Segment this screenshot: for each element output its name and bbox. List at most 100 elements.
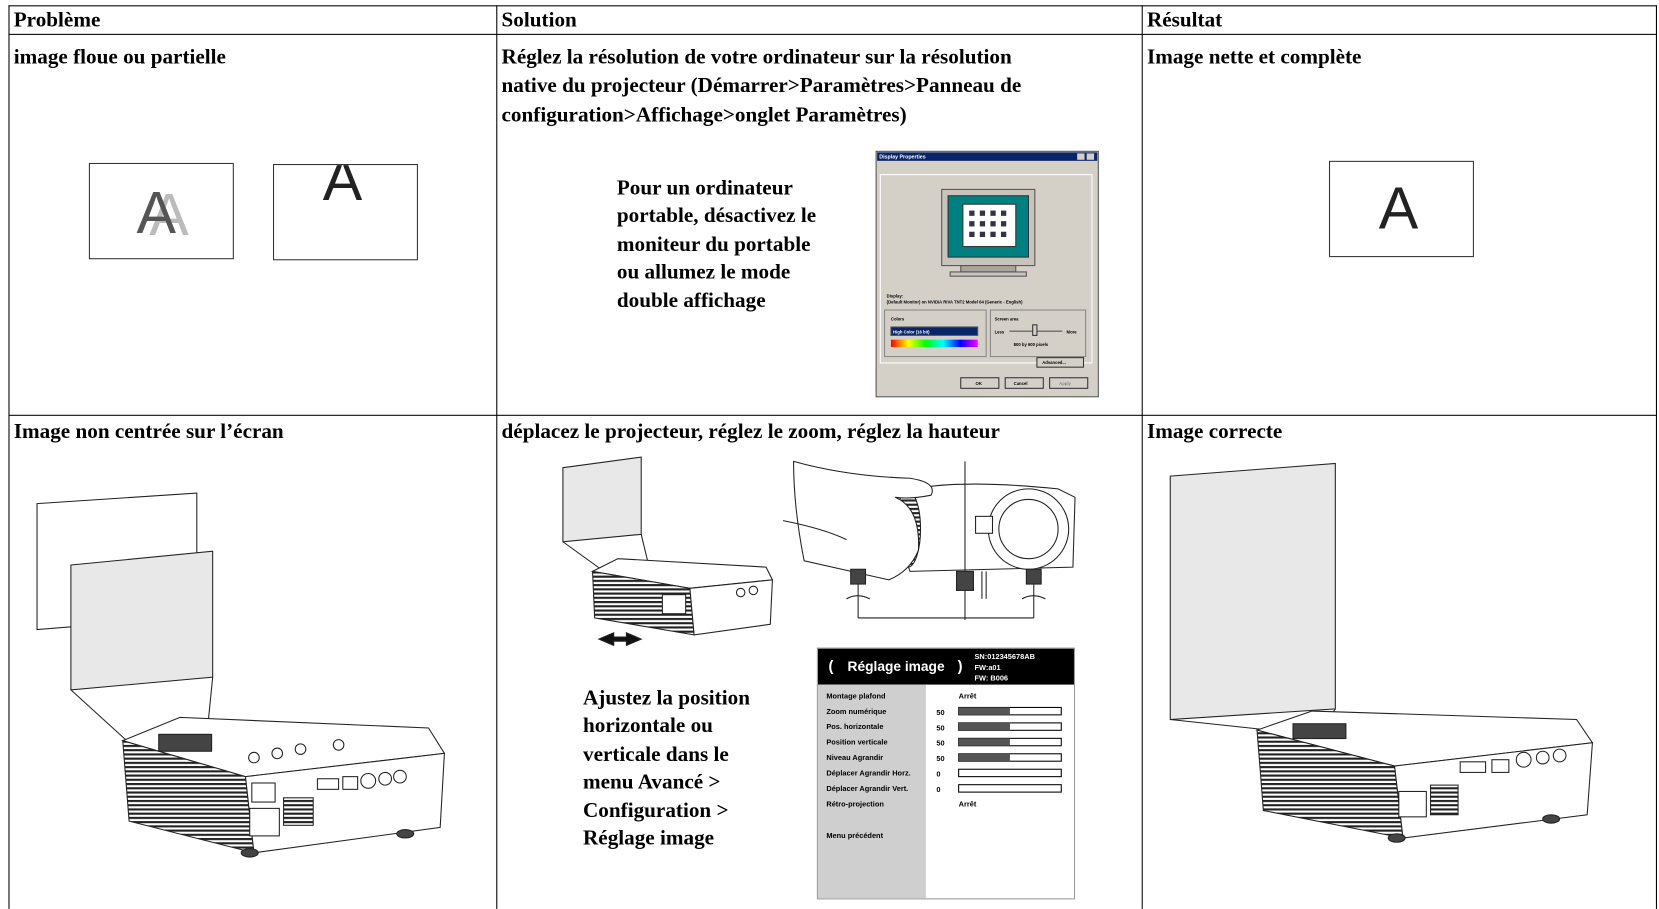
illustration-path — [1021, 595, 1046, 600]
osd-menu: ( Réglage image ) SN:012345678AB FW:a01 … — [816, 647, 1076, 900]
note-line: ou allumez le mode — [616, 260, 791, 284]
illustration-line — [70, 689, 130, 744]
partial-image-frame: A — [272, 164, 418, 261]
display-properties-dialog: Display Properties Display: (Default Mon… — [875, 150, 1099, 398]
illustration-polygon — [689, 579, 773, 636]
illustration-circle — [1535, 750, 1550, 765]
illustration-rect — [1000, 231, 1007, 238]
menu-info: FW:a01 — [975, 663, 1001, 672]
note-line: portable, désactivez le — [616, 204, 817, 228]
menu-item-label: Niveau Agrandir — [826, 753, 883, 762]
result: Image nette et complète — [1146, 45, 1362, 69]
slider-fill — [958, 722, 1010, 731]
table-border — [8, 414, 1657, 416]
illustration-rect — [1000, 221, 1007, 227]
table-border — [8, 33, 1657, 35]
illustration-rect — [283, 797, 314, 826]
illustration-line — [1170, 718, 1270, 731]
slider-fill — [958, 738, 1010, 746]
solution-line: configuration>Affichage>onglet Paramètre… — [501, 103, 907, 127]
note-line: Pour un ordinateur — [616, 176, 793, 200]
illustration-rect — [1430, 784, 1459, 816]
sharp-letter: A — [1378, 174, 1419, 242]
dialog-button: Cancel — [1014, 381, 1028, 386]
table-border — [1655, 5, 1657, 909]
illustration-rect — [249, 807, 280, 837]
dialog-text: (Default Monitor) on NVIDIA RIVA TNT2 Mo… — [887, 300, 1023, 305]
illustration-rect — [990, 231, 996, 238]
dialog-label: Screen area — [995, 317, 1020, 322]
blurry-letter: A — [136, 178, 177, 246]
illustration-rect — [979, 231, 986, 238]
menu-item-label: Montage plafond — [826, 691, 886, 700]
menu-info: FW: B006 — [975, 673, 1009, 682]
illustration-rect — [1032, 324, 1038, 336]
illustration-rect — [1459, 761, 1487, 773]
illustration-polygon — [70, 550, 214, 691]
illustration-ellipse — [396, 829, 415, 839]
illustration-rect — [1004, 377, 1044, 389]
illustration-rect — [969, 210, 975, 216]
illustration-rect — [1036, 357, 1085, 368]
illustration-rect — [1049, 377, 1089, 389]
illustration-path — [846, 595, 870, 600]
illustration-circle — [332, 739, 345, 751]
dialog-button: Advanced... — [1042, 360, 1066, 365]
blurry-image-frame: A A — [88, 162, 234, 260]
menu-item-value: Arrêt — [959, 691, 977, 700]
illustration-rect — [342, 776, 359, 790]
illustration-rect — [960, 265, 1017, 273]
menu-bracket: ) — [958, 659, 963, 675]
illustration-circle — [248, 751, 260, 764]
dialog-title: Display Properties — [879, 155, 925, 161]
table-border — [8, 5, 1657, 7]
note-line: Configuration > — [583, 798, 729, 823]
illustration-rect — [817, 684, 926, 899]
partial-letter: A — [322, 164, 363, 213]
slider-track — [958, 784, 1062, 793]
note-line: double affichage — [616, 288, 766, 313]
slider-track — [958, 768, 1062, 778]
dialog-button: Apply — [1059, 381, 1071, 386]
off-center-illustration — [36, 492, 446, 858]
illustration-circle — [271, 747, 284, 760]
problem: Image non centrée sur l’écran — [13, 420, 284, 444]
illustration-ellipse — [240, 848, 259, 858]
illustration-path — [782, 520, 847, 541]
menu-item-value: 0 — [936, 770, 940, 779]
menu-item-label: Pos. horizontale — [826, 722, 883, 731]
dialog-button: OK — [976, 381, 982, 386]
slider-fill — [958, 753, 1010, 762]
illustration-rect — [1077, 153, 1085, 160]
menu-item-value: 50 — [936, 754, 944, 763]
illustration-rect — [158, 733, 213, 752]
illustration-rect — [884, 309, 987, 358]
illustration-circle — [1515, 751, 1532, 768]
illustration-circle — [378, 771, 393, 786]
centered-illustration — [1169, 462, 1594, 843]
illustration-line — [640, 534, 649, 561]
illustration-rect — [989, 309, 1087, 358]
illustration-polygon — [1169, 462, 1336, 721]
dialog-label: Display: — [887, 293, 903, 298]
illustration-circle — [748, 585, 759, 596]
adjust-illustration — [562, 456, 1076, 647]
illustration-rect — [979, 210, 986, 216]
dialog-text: High Color (16 bit) — [893, 329, 930, 334]
menu-bracket: ( — [828, 659, 833, 675]
illustration-rect — [975, 515, 994, 534]
illustration-rect — [990, 221, 996, 227]
illustration-rect — [990, 210, 996, 216]
illustration-ellipse — [1542, 814, 1561, 824]
menu-item-value: Arrêt — [959, 799, 977, 808]
illustration-circle — [360, 772, 377, 789]
solution-line: déplacez le projecteur, réglez le zoom, … — [501, 420, 1000, 444]
table-border — [496, 5, 498, 909]
menu-item-value: 50 — [936, 723, 944, 732]
header-cell: Résultat — [1146, 8, 1223, 32]
note-line: Réglage image — [583, 826, 715, 850]
blurry-letter-shadow: A — [149, 180, 189, 248]
note-line: Ajustez la position — [583, 686, 750, 710]
